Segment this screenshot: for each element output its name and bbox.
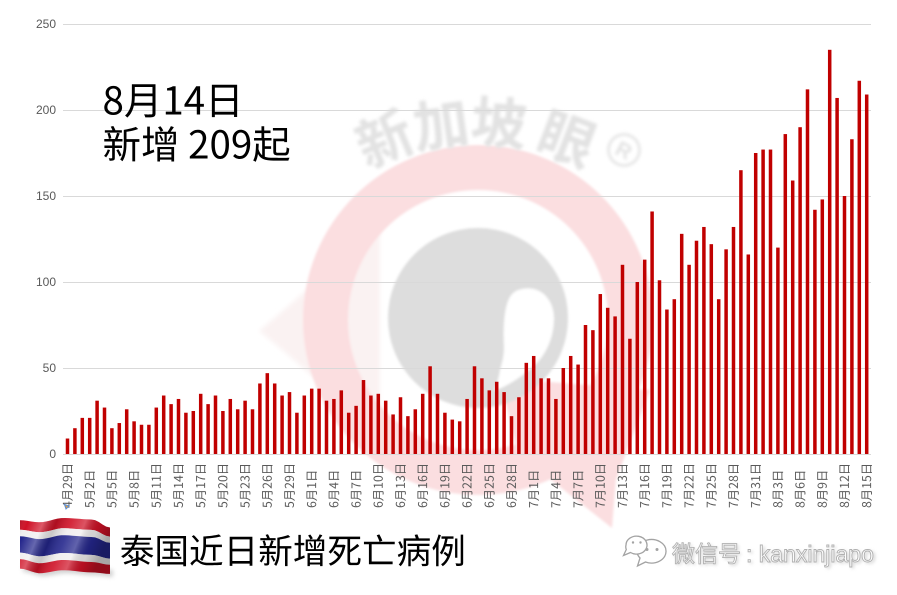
svg-text:150: 150 bbox=[36, 189, 56, 203]
svg-text:: kanxinjiapo: : kanxinjiapo bbox=[746, 541, 874, 567]
svg-text:200: 200 bbox=[36, 103, 56, 117]
svg-text:50: 50 bbox=[43, 361, 57, 375]
svg-text:250: 250 bbox=[36, 17, 56, 31]
svg-text:: kanxinjiapo: : kanxinjiapo bbox=[748, 543, 876, 569]
svg-text:100: 100 bbox=[36, 275, 56, 289]
svg-text:0: 0 bbox=[49, 447, 56, 461]
